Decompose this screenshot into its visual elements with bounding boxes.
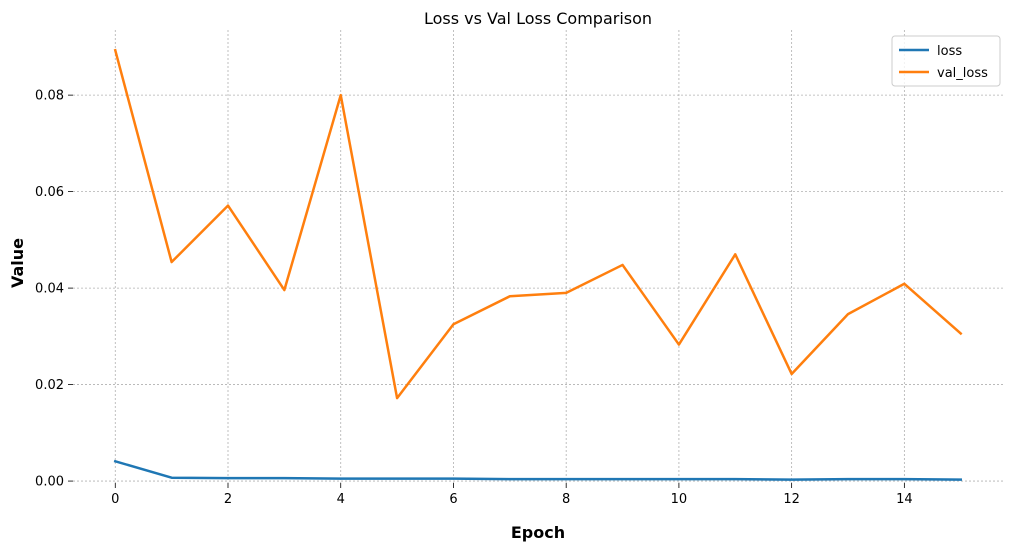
legend-label-loss: loss bbox=[937, 44, 962, 59]
x-axis-label: Epoch bbox=[511, 523, 565, 542]
series-line-val-loss bbox=[113, 48, 963, 400]
y-tick-label: 0.00 bbox=[35, 475, 64, 490]
x-tick-label: 12 bbox=[783, 492, 800, 507]
series-group bbox=[113, 48, 963, 481]
x-tick-label: 2 bbox=[224, 492, 232, 507]
x-tick-label: 10 bbox=[671, 492, 688, 507]
x-tick-label: 0 bbox=[111, 492, 119, 507]
legend-box bbox=[891, 35, 1001, 87]
x-tick-label: 8 bbox=[562, 492, 570, 507]
y-tick-label: 0.04 bbox=[35, 282, 64, 297]
y-tick-label: 0.02 bbox=[35, 378, 64, 393]
x-tick-label: 14 bbox=[896, 492, 913, 507]
y-axis-ticks: 0.00 0.02 0.04 0.06 0.08 bbox=[35, 89, 73, 490]
chart-title: Loss vs Val Loss Comparison bbox=[424, 9, 652, 28]
y-tick-label: 0.06 bbox=[35, 185, 64, 200]
legend: loss val_loss bbox=[891, 35, 1001, 87]
y-tick-label: 0.08 bbox=[35, 89, 64, 104]
y-axis-label: Value bbox=[8, 238, 27, 288]
x-tick-label: 6 bbox=[449, 492, 457, 507]
x-axis-ticks: 0 2 4 6 8 10 12 14 bbox=[111, 483, 913, 507]
grid bbox=[73, 30, 1003, 483]
series-line-loss bbox=[113, 459, 962, 481]
legend-label-val-loss: val_loss bbox=[937, 66, 988, 81]
x-tick-label: 4 bbox=[337, 492, 345, 507]
